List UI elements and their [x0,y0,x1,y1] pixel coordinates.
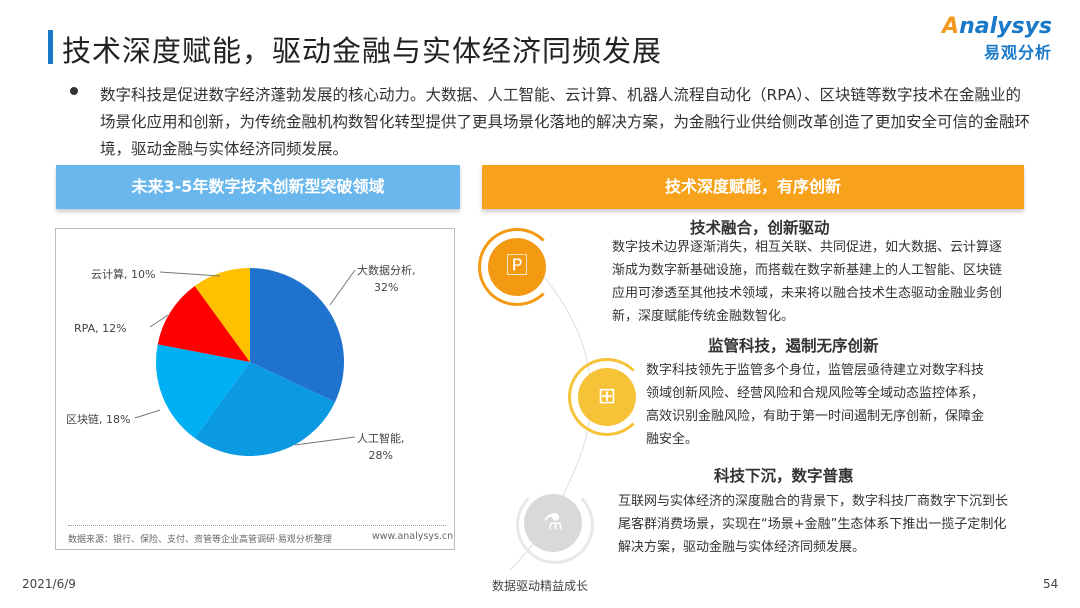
intro-paragraph: 数字科技是促进数字经济蓬勃发展的核心动力。大数据、人工智能、云计算、机器人流程自… [100,86,1031,158]
leader-line-2 [134,409,161,419]
flask-icon: ⚗ [524,494,582,552]
label-cloud: 云计算, 10% [91,268,156,281]
pie-slice-0 [250,268,344,403]
pie-slice-2 [156,344,250,439]
pie-slice-3 [157,285,250,362]
website: www.analysys.cn [372,531,454,542]
logo: Analysys 易观分析 [942,14,1052,63]
chart-frame [55,228,455,550]
section-1-body: 数字技术边界逐渐消失，相互关联、共同促进，如大数据、云计算逐渐成为数字新基础设施… [612,240,1003,324]
logo-cn: 易观分析 [983,43,1052,62]
section-2-title: 监管科技，遏制无序创新 [708,337,879,355]
leader-line-0 [329,269,356,306]
pie-slice-1 [194,362,336,456]
pie-slice-4 [194,268,250,362]
leader-line-1 [294,436,356,446]
footer-date: 2021/6/9 [22,577,76,591]
left-panel-header: 未来3-5年数字技术创新型突破领域 [56,165,460,209]
label-rpa: RPA, 12% [74,322,127,335]
page-number: 54 [1043,577,1059,591]
logo-text: nalysys [959,14,1052,39]
label-bigdata: 大数据分析, 32% [357,264,416,294]
hierarchy-icon: ⊞ [578,368,636,426]
title-accent-bar [48,30,53,64]
section-3-body: 互联网与实体经济的深度融合的背景下，数字科技厂商数字下沉到长尾客群消费场景，实现… [618,494,1009,555]
icon-ring-2 [568,358,646,436]
footer-slogan: 数据驱动精益成长 [492,579,589,593]
logo-mark: A [942,14,960,39]
icon-ring-3 [516,486,594,564]
section-1-title: 技术融合，创新驱动 [690,219,830,237]
divider [68,525,446,526]
label-ai: 人工智能, 28% [357,432,405,462]
section-2-body: 数字科技领先于监管多个身位，监管层亟待建立对数字科技领域创新风险、经营风险和合规… [646,363,985,447]
data-source: 数据来源：银行、保险、支付、资管等企业高管调研·易观分析整理 [68,535,332,545]
leader-line-3 [149,314,169,328]
right-panel-header: 技术深度赋能，有序创新 [482,165,1024,209]
label-blockchain: 区块链, 18% [66,413,131,426]
document-p-icon: 🄿 [488,238,546,296]
bullet-icon [70,87,78,95]
leader-line-4 [159,271,221,277]
page-title: 技术深度赋能，驱动金融与实体经济同频发展 [62,34,663,68]
icon-ring-1 [478,228,556,306]
section-3-title: 科技下沉，数字普惠 [714,467,854,485]
